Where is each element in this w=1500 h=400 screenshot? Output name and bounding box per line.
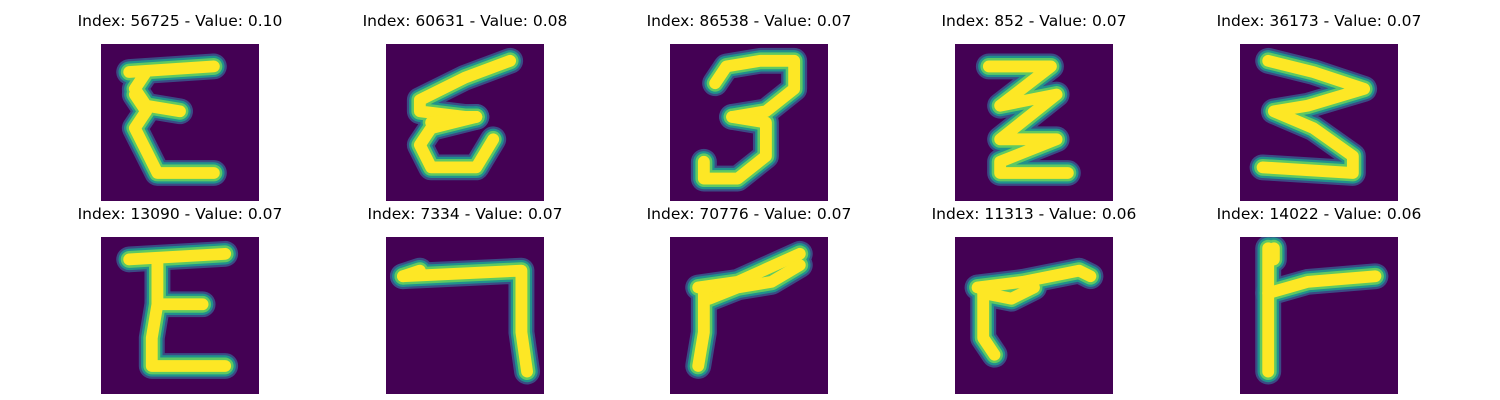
- panel: Index: 7334 - Value: 0.07: [335, 203, 595, 394]
- panel: Index: 60631 - Value: 0.08: [335, 10, 595, 201]
- panel-title: Index: 70776 - Value: 0.07: [646, 205, 852, 223]
- digit-stroke: [1262, 270, 1382, 299]
- digit-image: [101, 237, 259, 394]
- panel-title: Index: 13090 - Value: 0.07: [77, 205, 283, 223]
- panel-title: Index: 11313 - Value: 0.06: [931, 205, 1137, 223]
- digit-stroke: [709, 54, 801, 123]
- digit-image: [101, 44, 259, 201]
- panel: Index: 36173 - Value: 0.07: [1189, 10, 1449, 201]
- digit-image: [955, 44, 1113, 201]
- panel-title: Index: 7334 - Value: 0.07: [367, 205, 563, 223]
- digit-stroke: [697, 111, 772, 185]
- panel: Index: 70776 - Value: 0.07: [619, 203, 879, 394]
- digit-stroke: [1256, 54, 1371, 179]
- panel-title: Index: 14022 - Value: 0.06: [1216, 205, 1422, 223]
- digit-stroke: [397, 264, 533, 378]
- panel: Index: 852 - Value: 0.07: [904, 10, 1164, 201]
- digit-image: [1240, 237, 1398, 394]
- panel: Index: 13090 - Value: 0.07: [50, 203, 310, 394]
- digit-stroke: [128, 88, 153, 118]
- digit-stroke: [128, 105, 220, 179]
- digit-image: [670, 237, 828, 394]
- panel: Index: 14022 - Value: 0.06: [1189, 203, 1449, 394]
- panel-title: Index: 86538 - Value: 0.07: [646, 12, 852, 30]
- digit-image: [386, 237, 544, 394]
- digit-stroke: [123, 247, 232, 266]
- panel-title: Index: 852 - Value: 0.07: [941, 12, 1127, 30]
- digit-stroke: [397, 264, 426, 283]
- digit-stroke: [971, 264, 1097, 294]
- panel: Index: 56725 - Value: 0.10: [50, 10, 310, 201]
- panel-title: Index: 56725 - Value: 0.10: [77, 12, 283, 30]
- panel-title: Index: 36173 - Value: 0.07: [1216, 12, 1422, 30]
- panel: Index: 11313 - Value: 0.06: [904, 203, 1164, 394]
- digit-image: [670, 44, 828, 201]
- digit-stroke: [982, 60, 1074, 179]
- digit-stroke: [692, 287, 710, 372]
- panel-title: Index: 60631 - Value: 0.08: [362, 12, 568, 30]
- digit-stroke: [145, 253, 232, 372]
- digit-stroke: [977, 281, 1040, 305]
- panel: Index: 86538 - Value: 0.07: [619, 10, 879, 201]
- digit-image: [955, 237, 1113, 394]
- digit-image: [1240, 44, 1398, 201]
- digit-stroke: [425, 111, 483, 129]
- digit-image: [386, 44, 544, 201]
- digit-stroke: [977, 281, 1001, 361]
